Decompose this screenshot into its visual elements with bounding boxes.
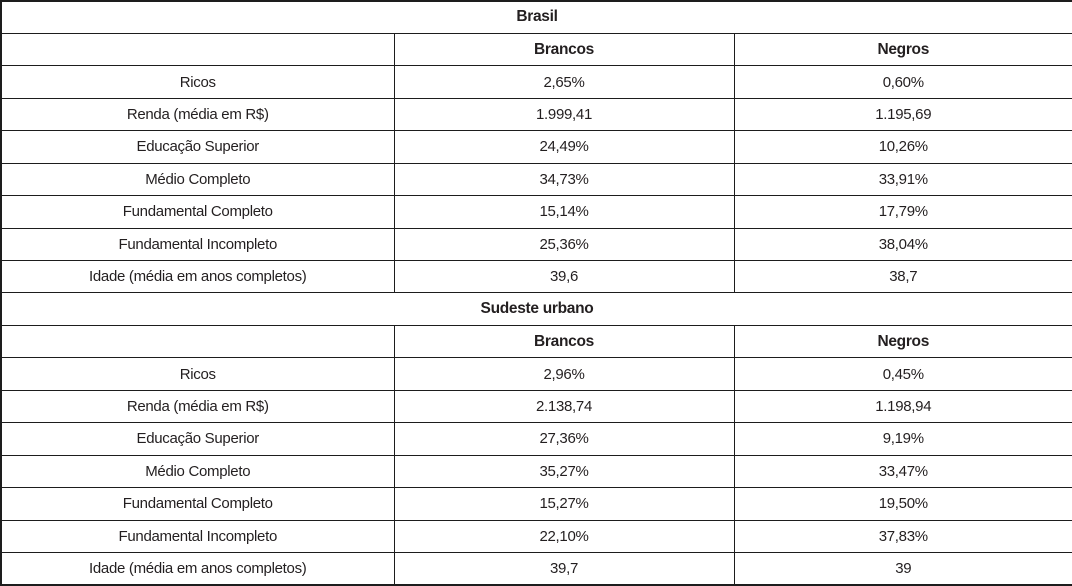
value-negros: 38,7 [733,259,1072,294]
column-header-negros: Negros [733,324,1072,359]
table-row: Fundamental Incompleto 25,36% 38,04% [0,227,1072,262]
section-title-brasil: Brasil [0,0,1072,34]
value-brancos: 22,10% [393,519,735,553]
row-label: Fundamental Completo [0,487,395,521]
value-brancos: 25,36% [393,227,735,262]
value-brancos: 15,14% [393,195,735,229]
table-row: Renda (média em R$) 2.138,74 1.198,94 [0,389,1072,424]
table-row: Ricos 2,96% 0,45% [0,357,1072,391]
value-negros: 0,45% [733,357,1072,391]
value-negros: 39 [733,551,1072,586]
table-row: Fundamental Completo 15,27% 19,50% [0,487,1072,521]
row-label-header-empty [0,32,395,67]
row-label: Renda (média em R$) [0,97,395,132]
value-brancos: 39,7 [393,551,735,586]
row-label: Ricos [0,65,395,99]
value-negros: 1.198,94 [733,389,1072,424]
value-brancos: 35,27% [393,454,735,489]
row-label: Idade (média em anos completos) [0,551,395,586]
value-negros: 33,91% [733,162,1072,197]
table-row: Médio Completo 35,27% 33,47% [0,454,1072,489]
value-brancos: 2,65% [393,65,735,99]
table-row: Educação Superior 27,36% 9,19% [0,422,1072,456]
value-negros: 9,19% [733,422,1072,456]
row-label: Educação Superior [0,130,395,164]
value-negros: 19,50% [733,487,1072,521]
row-label: Médio Completo [0,454,395,489]
column-header-row: Brancos Negros [0,324,1072,359]
value-brancos: 39,6 [393,259,735,294]
row-label-header-empty [0,324,395,359]
table-row: Educação Superior 24,49% 10,26% [0,130,1072,164]
table-row: Idade (média em anos completos) 39,7 39 [0,551,1072,586]
table-row: Renda (média em R$) 1.999,41 1.195,69 [0,97,1072,132]
column-header-brancos: Brancos [393,324,735,359]
row-label: Idade (média em anos completos) [0,259,395,294]
value-negros: 17,79% [733,195,1072,229]
section-title-sudeste-urbano: Sudeste urbano [0,292,1072,326]
value-brancos: 1.999,41 [393,97,735,132]
value-brancos: 24,49% [393,130,735,164]
value-negros: 0,60% [733,65,1072,99]
value-brancos: 2,96% [393,357,735,391]
table-row: Médio Completo 34,73% 33,91% [0,162,1072,197]
value-negros: 33,47% [733,454,1072,489]
value-brancos: 15,27% [393,487,735,521]
column-header-brancos: Brancos [393,32,735,67]
value-brancos: 34,73% [393,162,735,197]
value-negros: 1.195,69 [733,97,1072,132]
table-row: Idade (média em anos completos) 39,6 38,… [0,259,1072,294]
column-header-negros: Negros [733,32,1072,67]
table-row: Fundamental Completo 15,14% 17,79% [0,195,1072,229]
row-label: Ricos [0,357,395,391]
row-label: Fundamental Incompleto [0,519,395,553]
row-label: Fundamental Completo [0,195,395,229]
value-negros: 38,04% [733,227,1072,262]
row-label: Médio Completo [0,162,395,197]
value-brancos: 2.138,74 [393,389,735,424]
column-header-row: Brancos Negros [0,32,1072,67]
table-row: Ricos 2,65% 0,60% [0,65,1072,99]
row-label: Renda (média em R$) [0,389,395,424]
value-brancos: 27,36% [393,422,735,456]
row-label: Fundamental Incompleto [0,227,395,262]
value-negros: 10,26% [733,130,1072,164]
section-row-sudeste-urbano: Sudeste urbano [0,292,1072,326]
value-negros: 37,83% [733,519,1072,553]
section-row-brasil: Brasil [0,0,1072,34]
table-row: Fundamental Incompleto 22,10% 37,83% [0,519,1072,553]
row-label: Educação Superior [0,422,395,456]
